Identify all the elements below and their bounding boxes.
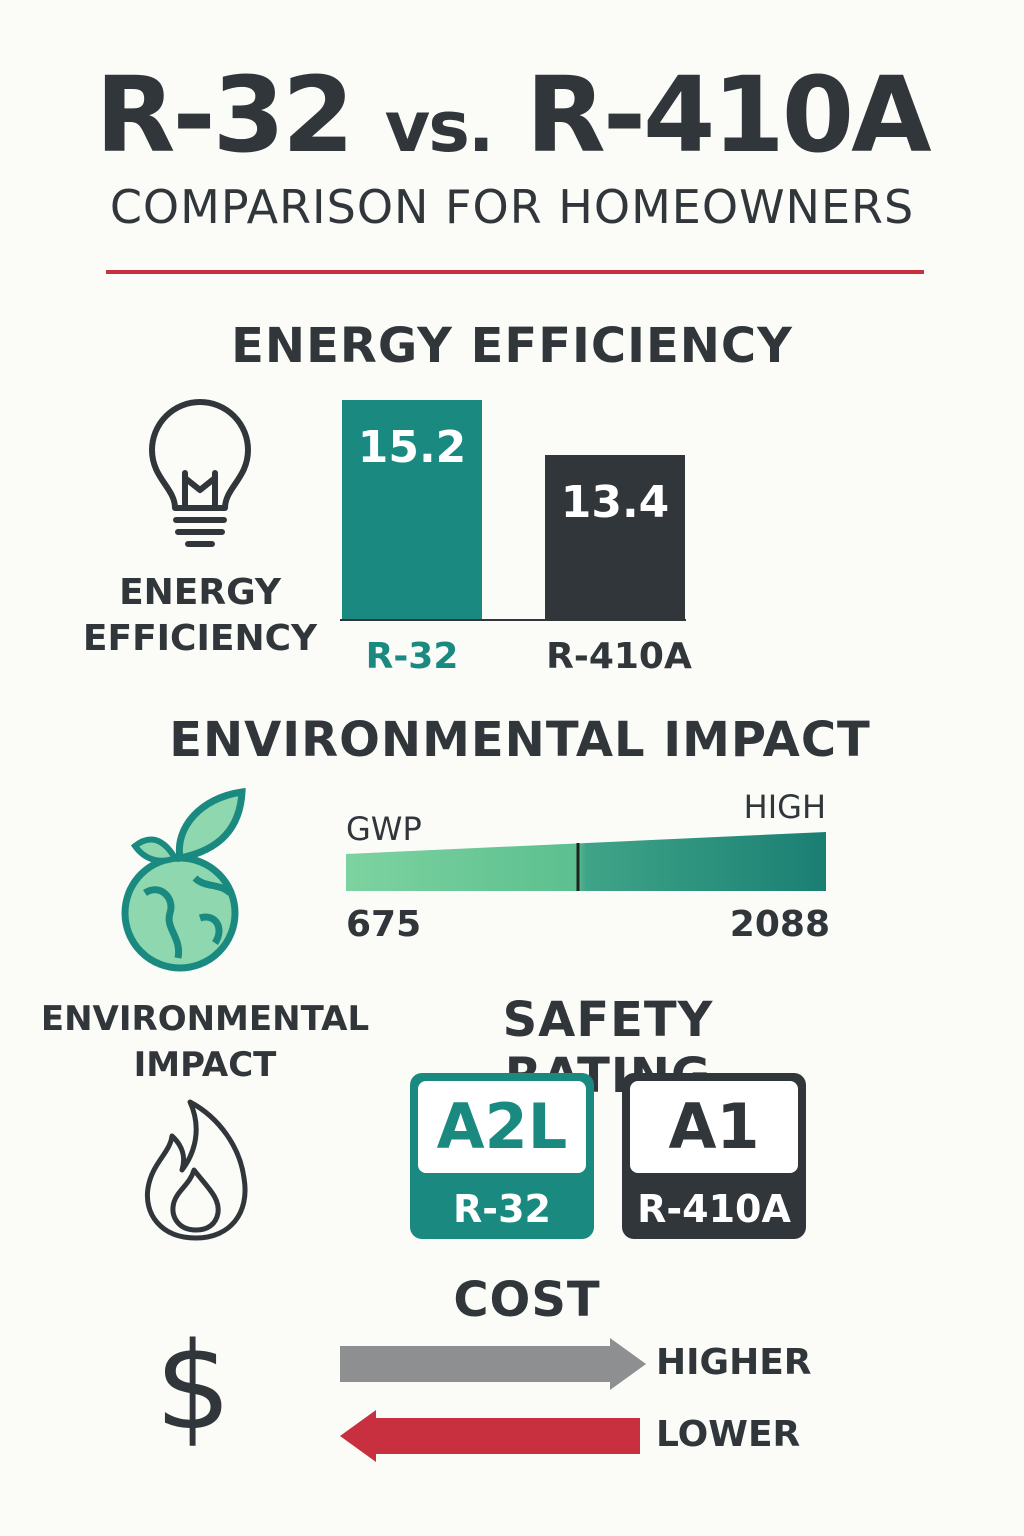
energy-label: ENERGY EFFICIENCY	[80, 570, 320, 662]
gwp-label: GWP	[346, 810, 422, 848]
title-r32: R-32	[95, 54, 354, 176]
gwp-scale-bar	[346, 832, 826, 891]
safety-refrigerant-r410a: R-410A	[637, 1187, 791, 1231]
environment-label-line2: IMPACT	[133, 1045, 277, 1085]
lower-arrow	[340, 1410, 640, 1462]
category-label-r32: R-32	[365, 636, 459, 677]
globe-leaf-icon	[121, 788, 246, 972]
environment-label-line1: ENVIRONMENTAL	[40, 999, 370, 1039]
lightbulb-icon	[149, 399, 251, 547]
safety-rating-r410a: A1	[630, 1081, 798, 1173]
category-label-r410a: R-410A	[546, 636, 692, 677]
bar-value-label: 15.2	[357, 421, 467, 473]
higher-arrow	[340, 1338, 646, 1390]
flame-icon	[144, 1099, 248, 1241]
safety-rating-r32: A2L	[418, 1081, 586, 1173]
safety-refrigerant-r32: R-32	[453, 1187, 551, 1231]
energy-label-line1: ENERGY	[119, 572, 281, 613]
energy-heading: ENERGY EFFICIENCY	[231, 318, 793, 374]
bar-r-410a: 13.4	[545, 454, 685, 620]
higher-label: HIGHER	[656, 1342, 812, 1383]
environment-heading: ENVIRONMENTAL IMPACT	[169, 712, 871, 768]
gwp-r32-value: 675	[346, 904, 422, 945]
lower-label: LOWER	[656, 1414, 801, 1455]
title-vs: vs.	[384, 86, 495, 168]
environment-label: ENVIRONMENTAL IMPACT	[30, 996, 380, 1088]
subtitle: COMPARISON FOR HOMEOWNERS	[109, 180, 915, 234]
cost-heading: COST	[453, 1272, 601, 1328]
bar-r-32: 15.2	[342, 399, 482, 620]
energy-bar-chart: 15.2 13.4	[0, 0, 1024, 700]
page-title: R-32 vs. R-410A	[0, 60, 1024, 182]
dollar-icon: $	[155, 1318, 232, 1457]
bar-value-label: 13.4	[560, 476, 670, 528]
gwp-r410a-value: 2088	[729, 904, 830, 945]
chart-baseline	[340, 619, 686, 621]
energy-label-line2: EFFICIENCY	[82, 618, 318, 659]
safety-badge-r410a: A1 R-410A	[622, 1073, 806, 1239]
title-r410a: R-410A	[525, 54, 932, 176]
high-label: HIGH	[743, 788, 826, 826]
divider	[106, 270, 924, 274]
safety-badge-r32: A2L R-32	[410, 1073, 594, 1239]
